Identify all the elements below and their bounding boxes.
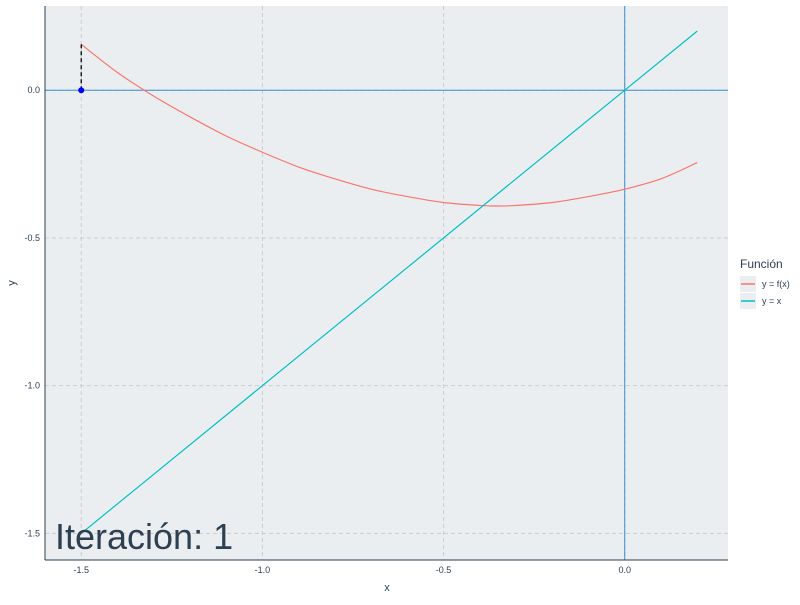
y-axis-title: y [6,280,18,286]
x-tick-label: -1.0 [255,565,271,575]
legend-title: Función [740,257,783,271]
iteration-marks [78,44,85,94]
legend: Función y = f(x) y = x [740,257,790,309]
reference-lines [45,6,728,560]
y-tick-label: -1.0 [24,381,40,391]
x-axis-title: x [384,582,390,594]
legend-label-identity: y = x [762,296,782,306]
tick-labels: -1.5 -1.0 -0.5 0.0 -1.5 -1.0 -0.5 0.0 [24,85,631,575]
x-tick-label: -0.5 [436,565,452,575]
axes [44,6,728,561]
iteration-annotation: Iteración: 1 [55,516,233,557]
legend-label-f-x: y = f(x) [762,279,790,289]
x-tick-label: 0.0 [618,565,631,575]
y-tick-label: 0.0 [27,85,40,95]
y-tick-label: -0.5 [24,233,40,243]
y-tick-label: -1.5 [24,528,40,538]
series-f-x-curve [80,43,698,207]
series-lines [80,30,698,534]
series-identity-line [80,30,698,534]
iteration-point [78,87,85,94]
x-tick-label: -1.5 [73,565,89,575]
